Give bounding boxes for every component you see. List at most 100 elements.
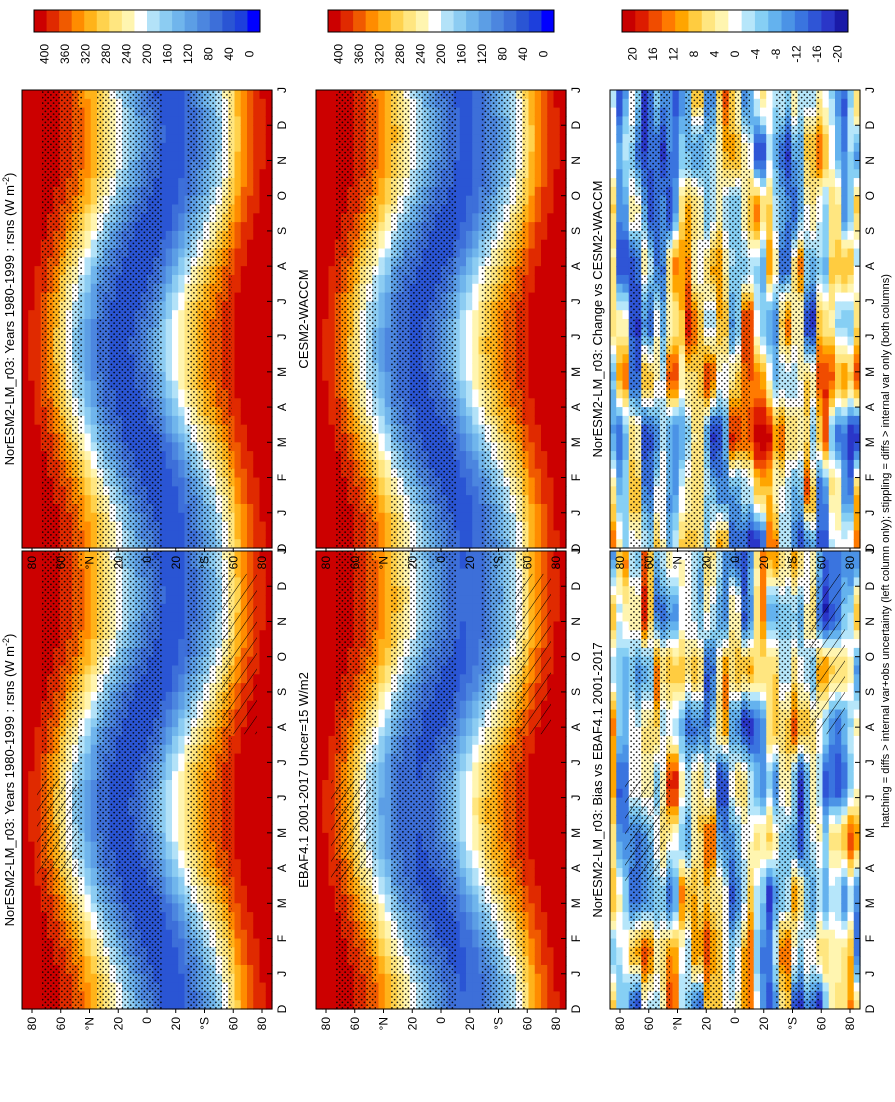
heatmap-cell [385, 859, 392, 868]
heatmap-cell [22, 877, 29, 886]
heatmap-cell [379, 877, 386, 886]
heatmap-cell [247, 222, 254, 231]
heatmap-cell [28, 108, 35, 117]
heatmap-cell [385, 666, 392, 675]
heatmap-cell [253, 504, 260, 513]
heatmap-cell [260, 425, 267, 434]
heatmap-cell [385, 903, 392, 912]
stipple-overlay [97, 90, 162, 548]
heatmap-cell [85, 780, 92, 789]
heatmap-cell [85, 407, 92, 416]
heatmap-cell [22, 125, 29, 134]
heatmap-cell [35, 451, 42, 460]
heatmap-cell [322, 780, 329, 789]
heatmap-cell [85, 595, 92, 604]
heatmap-cell [28, 99, 35, 108]
heatmap-cell [178, 495, 185, 504]
heatmap-cell [247, 956, 254, 965]
heatmap-cell [260, 381, 267, 390]
heatmap-cell [172, 513, 179, 522]
heatmap-cell [28, 160, 35, 169]
heatmap-cell [166, 983, 173, 992]
heatmap-cell [241, 240, 248, 249]
heatmap-cell [166, 99, 173, 108]
heatmap-cell [172, 213, 179, 222]
heatmap-cell [91, 530, 98, 539]
heatmap-cell [241, 196, 248, 205]
heatmap-cell [329, 947, 336, 956]
heatmap-cell [85, 666, 92, 675]
heatmap-cell [316, 983, 323, 992]
heatmap-cell [166, 833, 173, 842]
heatmap-cell [322, 736, 329, 745]
heatmap-cell [35, 284, 42, 293]
heatmap-cell [22, 284, 29, 293]
heatmap-cell [28, 240, 35, 249]
heatmap-cell [247, 125, 254, 134]
heatmap-cell [329, 604, 336, 613]
heatmap-cell [247, 442, 254, 451]
heatmap-cell [253, 754, 260, 763]
heatmap-cell [22, 939, 29, 948]
figure: 80 60 °N 20 0 20 °S 60 80DJFMAMJJASONDJNorESM2-L… [0, 0, 895, 1102]
heatmap-cell [329, 921, 336, 930]
heatmap-cell [172, 451, 179, 460]
heatmap-cell [172, 275, 179, 284]
heatmap-cell [235, 240, 242, 249]
heatmap-cell [35, 577, 42, 586]
heatmap-cell [247, 425, 254, 434]
heatmap-cell [91, 293, 98, 302]
heatmap-cell [166, 991, 173, 1000]
heatmap-cell [28, 310, 35, 319]
heatmap-cell [172, 745, 179, 754]
month-tick-label: S [275, 227, 289, 235]
heatmap-cell [253, 213, 260, 222]
month-tick-label: J [275, 795, 289, 801]
heatmap-cell [35, 965, 42, 974]
heatmap-cell [253, 196, 260, 205]
heatmap-cell [241, 486, 248, 495]
heatmap-cell [178, 806, 185, 815]
heatmap-cell [235, 833, 242, 842]
colorbar-swatch [185, 10, 198, 32]
heatmap-cell [329, 613, 336, 622]
heatmap-cell [172, 354, 179, 363]
heatmap-cell [241, 895, 248, 904]
heatmap-cell [316, 859, 323, 868]
heatmap-cell [247, 152, 254, 161]
heatmap-cell [329, 586, 336, 595]
heatmap-cell [329, 903, 336, 912]
heatmap-cell [22, 630, 29, 639]
heatmap-cell [178, 983, 185, 992]
heatmap-cell [253, 381, 260, 390]
heatmap-cell [260, 522, 267, 531]
heatmap-cell [28, 539, 35, 548]
heatmap-cell [241, 116, 248, 125]
heatmap-cell [172, 674, 179, 683]
heatmap-cell [178, 522, 185, 531]
heatmap-cell [85, 504, 92, 513]
heatmap-cell [166, 956, 173, 965]
heatmap-cell [91, 434, 98, 443]
heatmap-cell [28, 275, 35, 284]
heatmap-cell [247, 754, 254, 763]
heatmap-cell [316, 648, 323, 657]
colorbar-label: 0 [243, 50, 257, 57]
heatmap-cell [235, 921, 242, 930]
heatmap-cell [91, 648, 98, 657]
heatmap-cell [247, 160, 254, 169]
heatmap-cell [166, 718, 173, 727]
heatmap-cell [35, 539, 42, 548]
heatmap-cell [85, 903, 92, 912]
heatmap-cell [260, 798, 267, 807]
heatmap-cell [28, 363, 35, 372]
heatmap-cell [85, 442, 92, 451]
heatmap-cell [166, 666, 173, 675]
heatmap-cell [247, 90, 254, 99]
heatmap-cell [22, 222, 29, 231]
heatmap-cell [172, 683, 179, 692]
heatmap-cell [91, 539, 98, 548]
heatmap-cell [379, 613, 386, 622]
heatmap-cell [85, 469, 92, 478]
heatmap-cell [28, 354, 35, 363]
